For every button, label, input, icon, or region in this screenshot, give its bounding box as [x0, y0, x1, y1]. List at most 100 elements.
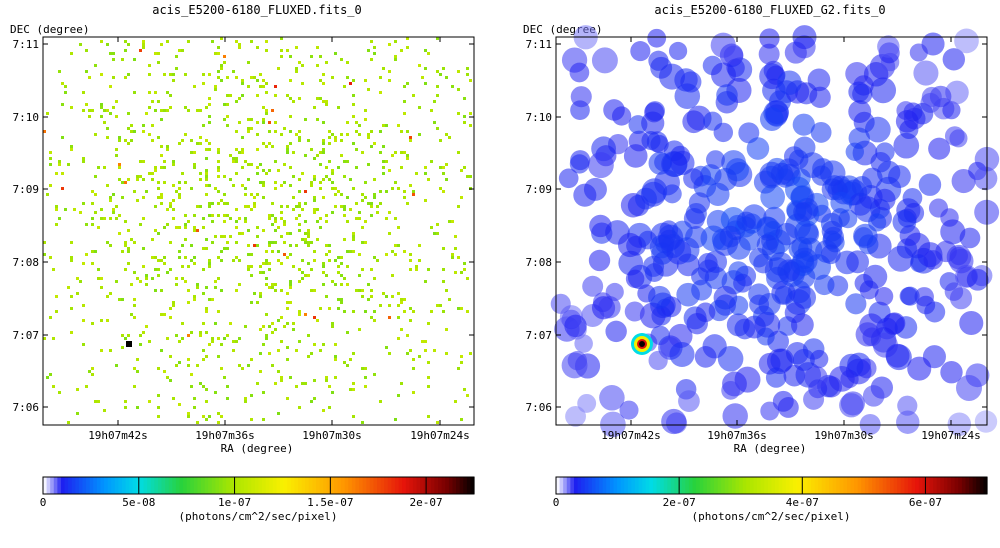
pixel: [82, 109, 85, 112]
pixel: [442, 268, 445, 271]
pixel: [226, 202, 229, 205]
pixel: [424, 82, 427, 85]
colorbar-segment: [60, 477, 66, 494]
pixel: [427, 178, 430, 181]
pixel: [181, 172, 184, 175]
pixel: [343, 85, 346, 88]
pixel: [289, 166, 292, 169]
pixel: [208, 97, 211, 100]
pixel: [106, 109, 109, 112]
emission-blob: [921, 86, 942, 107]
colorbar-segment: [749, 477, 755, 494]
pixel: [55, 208, 58, 211]
pixel: [298, 202, 301, 205]
pixel: [427, 415, 430, 418]
pixel: [157, 100, 160, 103]
pixel: [394, 151, 397, 154]
pixel: [121, 196, 124, 199]
emission-blob: [598, 296, 621, 319]
pixel: [355, 202, 358, 205]
pixel: [280, 55, 283, 58]
emission-blob: [783, 364, 806, 387]
pixel: [442, 166, 445, 169]
pixel: [229, 94, 232, 97]
emission-blob: [759, 28, 780, 49]
pixel: [163, 313, 166, 316]
pixel: [409, 136, 412, 139]
pixel: [289, 283, 292, 286]
pixel: [130, 124, 133, 127]
pixel: [169, 268, 172, 271]
pixel: [157, 259, 160, 262]
pixel: [259, 271, 262, 274]
pixel: [322, 178, 325, 181]
pixel: [262, 391, 265, 394]
pixel: [460, 355, 463, 358]
pixel: [94, 193, 97, 196]
colorbar-tick-label: 0: [40, 496, 47, 509]
pixel: [310, 184, 313, 187]
pixel: [136, 277, 139, 280]
y-tick-label: 7:10: [526, 111, 553, 124]
colorbar-segment: [753, 477, 758, 494]
pixel: [286, 322, 289, 325]
pixel: [313, 211, 316, 214]
pixel: [115, 115, 118, 118]
emission-blob: [756, 216, 779, 239]
colorbar-segment: [803, 477, 809, 494]
pixel: [202, 322, 205, 325]
pixel: [373, 373, 376, 376]
colorbar-segment: [265, 477, 270, 494]
pixel: [178, 196, 181, 199]
pixel: [334, 205, 337, 208]
colorbar-segment: [760, 477, 765, 494]
pixel: [202, 385, 205, 388]
pixel: [163, 73, 166, 76]
pixel: [259, 181, 262, 184]
emission-blob: [897, 395, 918, 416]
pixel: [271, 364, 274, 367]
pixel-layer: [43, 37, 472, 424]
y-tick-label: 7:10: [13, 111, 40, 124]
pixel: [160, 349, 163, 352]
pixel: [451, 85, 454, 88]
pixel: [253, 244, 256, 247]
pixel: [181, 322, 184, 325]
pixel: [118, 214, 121, 217]
pixel: [97, 400, 100, 403]
pixel: [394, 55, 397, 58]
pixel: [46, 376, 49, 379]
colorbar-segment: [391, 477, 396, 494]
pixel: [259, 295, 262, 298]
colorbar-segment: [606, 477, 611, 494]
pixel: [262, 229, 265, 232]
pixel: [400, 166, 403, 169]
pixel: [262, 85, 265, 88]
pixel: [106, 241, 109, 244]
pixel: [313, 397, 316, 400]
pixel: [175, 55, 178, 58]
colorbar-segment: [573, 477, 579, 494]
colorbar-segment: [369, 477, 375, 494]
emission-blob: [647, 28, 667, 48]
pixel: [322, 196, 325, 199]
pixel: [289, 286, 292, 289]
pixel: [142, 247, 145, 250]
colorbar-segment: [139, 477, 145, 494]
colorbar: 0 2e-07 4e-07 6e-07: [553, 476, 988, 509]
colorbar-segment: [226, 477, 231, 494]
pixel: [64, 208, 67, 211]
pixel: [283, 253, 286, 256]
pixel: [307, 262, 310, 265]
pixel: [328, 385, 331, 388]
pixel: [334, 343, 337, 346]
pixel: [232, 157, 235, 160]
pixel: [430, 310, 433, 313]
pixel: [298, 97, 301, 100]
pixel: [334, 52, 337, 55]
pixel: [253, 202, 256, 205]
colorbar-segment: [882, 477, 888, 494]
colorbar-segment: [218, 477, 224, 494]
pixel: [343, 214, 346, 217]
pixel: [43, 130, 46, 133]
